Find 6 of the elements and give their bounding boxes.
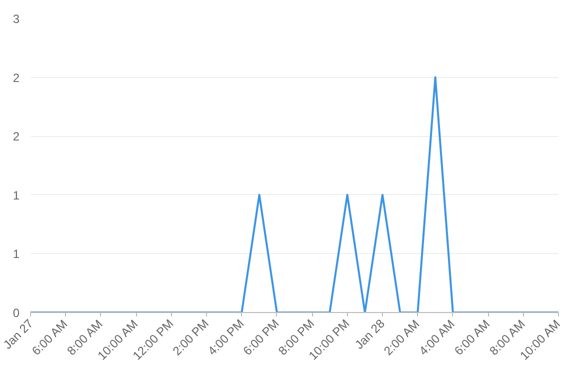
y-tick-label: 2 — [12, 70, 20, 85]
y-tick-label: 1 — [12, 188, 20, 202]
y-tick-label: 1 — [12, 247, 20, 262]
y-tick-label: 3 — [12, 12, 20, 26]
y-tick-label: 0 — [12, 306, 20, 320]
y-tick-label: 2 — [12, 130, 20, 144]
